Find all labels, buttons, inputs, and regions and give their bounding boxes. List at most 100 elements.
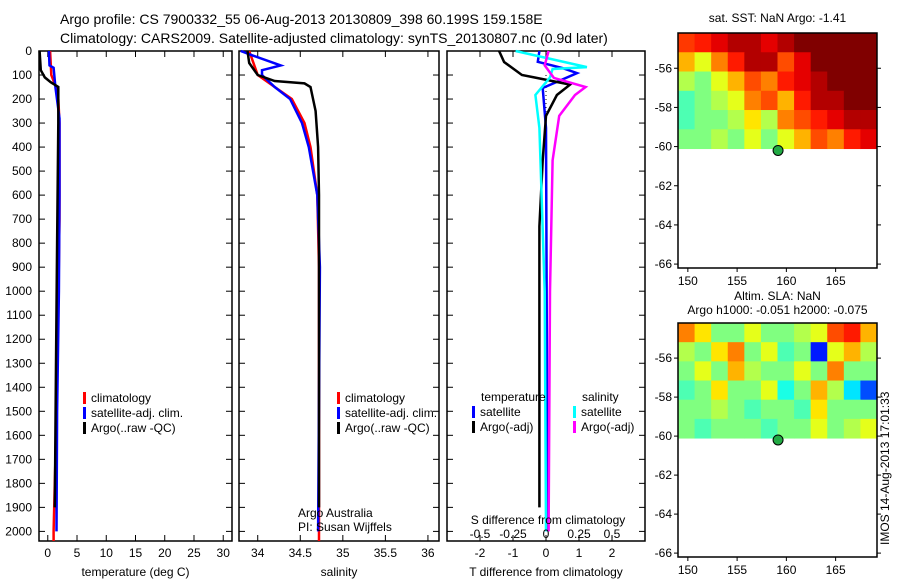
heatmap-cell (744, 380, 762, 401)
map-subtitle: Argo h1000: -0.051 h2000: -0.075 (687, 303, 867, 317)
heatmap-cell (794, 342, 812, 362)
heatmap-cell (678, 33, 696, 53)
x-tick-label: 30 (217, 546, 231, 560)
x-axis-label: salinity (321, 565, 358, 579)
heatmap-cell (843, 361, 861, 382)
heatmap-cell (678, 399, 696, 420)
heatmap-cell (694, 52, 712, 73)
heatmap-cell (678, 129, 696, 150)
heatmap-cell (860, 361, 878, 382)
y-tick-label: 1100 (6, 308, 32, 322)
legend-label: Argo(-adj) (480, 420, 533, 434)
heatmap-cell (744, 71, 762, 92)
x-tick-label: 25 (187, 546, 201, 560)
heatmap-cell (794, 399, 812, 420)
heatmap-cell (711, 342, 729, 362)
heatmap-cell (727, 52, 745, 73)
x-tick-label: 155 (727, 274, 747, 288)
heatmap-cell (827, 110, 845, 130)
x-tick-label: 165 (826, 563, 846, 577)
map-title: sat. SST: NaN Argo: -1.41 (709, 11, 847, 25)
heatmap-cell (827, 52, 845, 73)
heatmap-cell (727, 323, 745, 343)
map-title: Altim. SLA: NaN (734, 289, 821, 303)
y-tick-label: 1000 (5, 284, 32, 298)
heatmap-cell (827, 399, 845, 420)
heatmap-cell (727, 418, 745, 439)
y-tick-label: 0 (25, 44, 32, 58)
y-tick-label: 1400 (5, 380, 32, 394)
heatmap-cell (810, 33, 828, 53)
heatmap-cell (694, 399, 712, 420)
y-tick-label: -66 (655, 546, 673, 560)
heatmap-cell (843, 342, 861, 362)
legend-swatch (337, 392, 340, 404)
x-tick-label: 10 (100, 546, 114, 560)
heatmap-cell (827, 90, 845, 111)
difference-panel: -2 -1 0 1 2 T difference from climatology -0.5… (446, 49, 646, 579)
heatmap-cell (727, 342, 745, 362)
heatmap-cell (744, 418, 762, 439)
sla-map-panel: 150 155 160 165 -56 -58 -60 -62 -64 -66 Altim. SLA… (655, 289, 881, 577)
heatmap-cell (760, 380, 778, 401)
y-tick-label: 1700 (5, 452, 32, 466)
x-axis-label: temperature (deg C) (81, 565, 189, 579)
heatmap-cell (810, 110, 828, 130)
heatmap-cell (760, 71, 778, 92)
argo-position-marker (772, 144, 784, 156)
y-tick-label: 500 (12, 164, 32, 178)
legend-label: satellite (480, 405, 521, 419)
heatmap-cell (827, 361, 845, 382)
y-tick-label: 1500 (5, 404, 32, 418)
series-line-s-satellite (515, 49, 588, 532)
heatmap-cell (810, 323, 828, 343)
x-tick-label: 160 (776, 563, 796, 577)
x-tick-label: 165 (826, 274, 846, 288)
heatmap-cell (760, 342, 778, 362)
heatmap-cell (727, 361, 745, 382)
heatmap-cell (678, 71, 696, 92)
legend-swatch (337, 422, 340, 434)
y-tick-label: 700 (12, 212, 32, 226)
heatmap-cell (843, 71, 861, 92)
heatmap-cell (860, 110, 878, 130)
heatmap-cell (810, 342, 828, 362)
heatmap-cell (827, 380, 845, 401)
heatmap-cell (760, 33, 778, 53)
legend-swatch (83, 422, 86, 434)
heatmap-cell (860, 399, 878, 420)
heatmap-cell (843, 418, 861, 439)
heatmap-cell (843, 380, 861, 401)
y-tick-label: -62 (655, 179, 673, 193)
annotation-pi: PI: Susan Wijffels (298, 520, 392, 534)
legend-label: satellite (581, 405, 622, 419)
heatmap-cell (678, 342, 696, 362)
legend-swatch (472, 421, 475, 433)
y-tick-label: 900 (12, 260, 32, 274)
y-tick-label: -56 (655, 351, 673, 365)
timestamp-stamp: IMOS 14-Aug-2013 17:01:33 (878, 391, 892, 545)
heatmap-cell (678, 418, 696, 439)
heatmap-cell (860, 418, 878, 439)
heatmap-cell (810, 418, 828, 439)
heatmap-cell (760, 129, 778, 150)
heatmap-cell (711, 418, 729, 439)
heatmap-cell (711, 399, 729, 420)
x-tick-label: 20 (158, 546, 172, 560)
y-tick-label: 100 (12, 68, 32, 82)
x-tick-label: 0 (543, 546, 550, 560)
x-axis-label: T difference from climatology (469, 565, 623, 579)
series-line-s-argo-adj- (543, 50, 589, 532)
heatmap-cell (760, 52, 778, 73)
title-line-1: Argo profile: CS 7900332_55 06-Aug-2013 … (60, 11, 543, 27)
heatmap-cell (678, 52, 696, 73)
y-tick-label: 1300 (5, 356, 32, 370)
x-tick-label: 1 (576, 546, 583, 560)
heatmap-cell (794, 380, 812, 401)
legend-label: climatology (91, 391, 151, 405)
heatmap-cell (860, 71, 878, 92)
heatmap-cell (827, 71, 845, 92)
heatmap-cell (777, 418, 795, 439)
y-tick-label: 1200 (5, 332, 32, 346)
heatmap-cell (827, 323, 845, 343)
